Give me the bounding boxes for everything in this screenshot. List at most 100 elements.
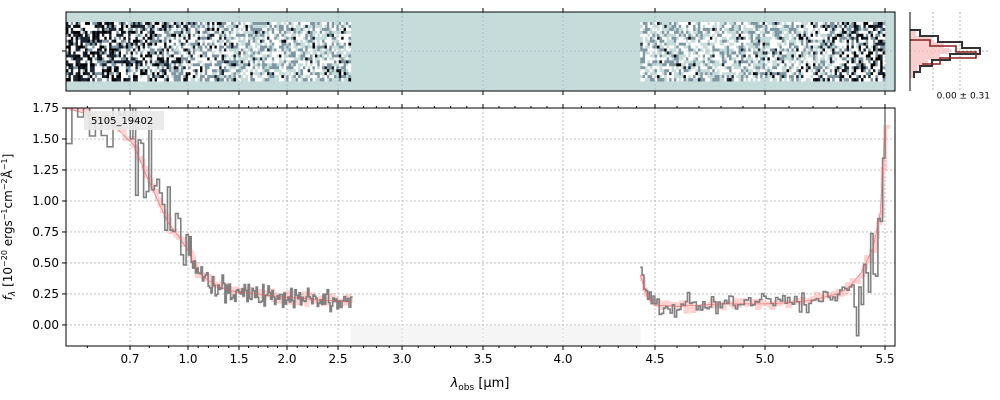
spectrum-pixel (803, 30, 807, 35)
spectrum-pixel (190, 57, 194, 61)
spectrum-pixel (822, 33, 826, 38)
spectrum-pixel (137, 69, 141, 73)
spectrum-pixel (195, 36, 198, 41)
spectrum-pixel (765, 54, 768, 58)
spectrum-pixel (118, 54, 122, 58)
spectrum-pixel (149, 66, 153, 70)
spectrum-pixel (233, 69, 237, 73)
spectrum-pixel (334, 24, 337, 29)
spectrum-pixel (827, 45, 831, 49)
spectrum-pixel (803, 24, 807, 29)
spectrum-pixel (741, 39, 744, 43)
spectrum-pixel (94, 66, 98, 70)
spectrum-pixel (207, 54, 210, 58)
spectrum-pixel (324, 75, 328, 79)
spectrum-pixel (164, 78, 167, 82)
spectrum-pixel (257, 22, 261, 26)
spectrum-pixel (101, 75, 105, 79)
spectrum-pixel (714, 22, 718, 26)
spectrum-pixel (243, 45, 246, 49)
spectrum-pixel (207, 22, 210, 26)
spectrum-pixel (116, 66, 119, 70)
spectrum-pixel (343, 22, 347, 26)
spectrum-pixel (834, 45, 838, 49)
spectrum-pixel (66, 75, 69, 79)
spectrum-pixel (769, 72, 773, 76)
spectrum-pixel (164, 33, 167, 38)
spectrum-pixel (341, 33, 344, 38)
spectrum-pixel (705, 39, 708, 43)
spectrum-pixel (92, 24, 95, 29)
spectrum-pixel (298, 33, 301, 38)
spectrum-pixel (73, 69, 76, 73)
spectrum-pixel (683, 51, 687, 55)
spectrum-pixel (104, 54, 107, 58)
spectrum-pixel (82, 69, 86, 73)
spectrum-pixel (97, 39, 100, 43)
spectrum-pixel (202, 39, 206, 43)
spectrum-pixel (259, 63, 263, 67)
spectrum-pixel (224, 24, 227, 29)
spectrum-pixel (870, 78, 874, 82)
spectrum-pixel (717, 63, 720, 67)
spectrum-pixel (784, 57, 787, 61)
spectrum-pixel (197, 57, 201, 61)
spectrum-pixel (164, 30, 167, 35)
spectrum-pixel (214, 57, 218, 61)
spectrum-pixel (219, 22, 222, 26)
spectrum-pixel (142, 66, 146, 70)
spectrum-pixel (240, 24, 244, 29)
y-axis-label-exp1: −20 (0, 250, 9, 267)
spectrum-pixel (185, 22, 189, 26)
spectrum-pixel (269, 45, 273, 49)
spectrum-pixel (839, 24, 843, 29)
spectrum-pixel (827, 69, 831, 73)
spectrum-pixel (97, 42, 100, 46)
spectrum-pixel (695, 30, 699, 35)
spectrum-pixel (192, 45, 196, 49)
spectrum-pixel (180, 69, 184, 73)
spectrum-pixel (279, 54, 282, 58)
spectrum-pixel (767, 27, 771, 32)
spectrum-pixel (161, 78, 165, 82)
spectrum-pixel (781, 33, 785, 38)
spectrum-pixel (192, 42, 196, 46)
spectrum-pixel (262, 22, 265, 26)
spectrum-pixel (164, 54, 167, 58)
spectrum-pixel (825, 36, 828, 41)
spectrum-pixel (822, 24, 826, 29)
spectrum-pixel (849, 75, 852, 79)
spectrum-pixel (849, 22, 852, 26)
spectrum-pixel (659, 51, 663, 55)
spectrum-pixel (652, 22, 655, 26)
spectrum-pixel (276, 24, 280, 29)
spectrum-pixel (796, 60, 799, 64)
spectrum-pixel (338, 48, 342, 52)
spectrum-pixel (757, 30, 761, 35)
spectrum-pixel (156, 78, 160, 82)
spectrum-pixel (245, 39, 249, 43)
spectrum-pixel (851, 22, 855, 26)
spectrum-pixel (695, 33, 699, 38)
spectrum-pixel (214, 51, 218, 55)
spectrum-pixel (190, 72, 194, 76)
spectrum-pixel (851, 66, 855, 70)
spectrum-pixel (279, 27, 282, 32)
spectrum-pixel (92, 69, 95, 73)
spectrum-pixel (216, 60, 220, 64)
spectrum-pixel (717, 27, 720, 32)
spectrum-pixel (697, 78, 701, 82)
spectrum-pixel (161, 27, 165, 32)
spectrum-pixel (726, 75, 730, 79)
spectrum-pixel (652, 33, 655, 38)
spectrum-pixel (233, 42, 237, 46)
spectrum-pixel (178, 22, 182, 26)
spectrum-pixel (180, 22, 184, 26)
spectrum-pixel (324, 24, 328, 29)
spectrum-pixel (798, 27, 802, 32)
spectrum-pixel (882, 36, 886, 41)
spectrum-pixel (331, 72, 335, 76)
spectrum-pixel (346, 63, 349, 67)
spectrum-pixel (829, 78, 833, 82)
spectrum-pixel (743, 54, 747, 58)
